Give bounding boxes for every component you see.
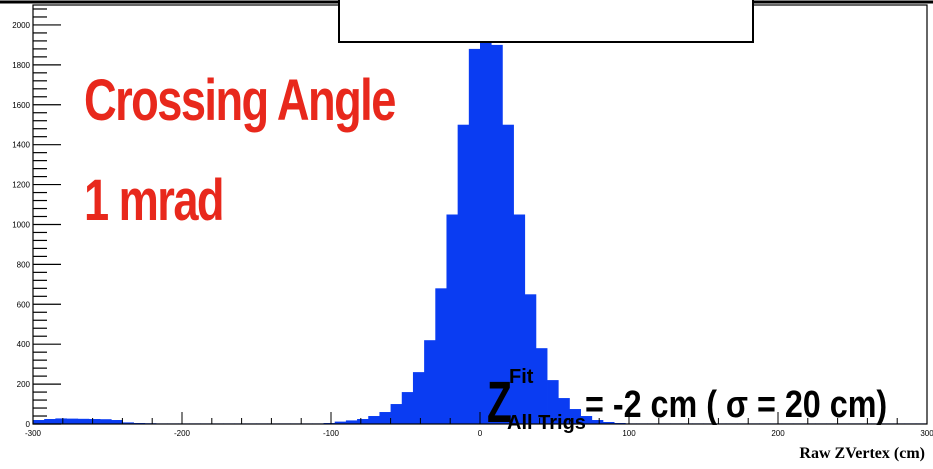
histogram-bar [401,392,414,424]
histogram-bar [111,420,123,424]
x-tick-label: 100 [622,429,636,438]
y-tick-label: 400 [17,340,31,349]
y-tick-label: 1600 [12,101,30,110]
histogram-bar [558,398,570,424]
zfit-base: Z [487,370,512,435]
zfit-subscript: All Trigs [507,412,586,434]
histogram-bar [55,418,67,424]
stats-box [338,0,754,43]
histogram-bar [424,340,436,424]
x-tick-label: -300 [25,429,42,438]
x-tick-label: -200 [174,429,191,438]
histogram-bar [591,420,604,424]
y-tick-label: 200 [17,380,31,389]
histogram-bar [513,214,526,424]
histogram-bar [390,404,403,424]
histogram-bar [412,372,425,424]
histogram-bar [379,412,391,424]
x-tick-label: 200 [771,429,785,438]
y-tick-label: 800 [17,260,31,269]
zfit-annotation: Z Fit All Trigs = -2 cm ( σ = 20 cm) [487,366,887,435]
histogram-bar [468,48,481,425]
mrad-label: 1 mrad [84,168,225,233]
y-tick-label: 1000 [12,220,30,229]
crossing-angle-label: Crossing Angle [84,68,396,133]
zfit-superscript: Fit [509,366,534,388]
y-tick-label: 1400 [12,141,30,150]
zfit-expression: = -2 cm ( σ = 20 cm) [585,384,888,426]
y-tick-label: 1800 [12,61,30,70]
histogram-bar [122,422,134,424]
histogram-bar [480,14,492,424]
y-tick-label: 2000 [12,21,30,30]
histogram-bar [334,421,347,424]
y-tick-label: 0 [26,420,31,429]
x-tick-label: 300 [920,429,933,438]
histogram-bar [524,294,537,424]
histogram-bar [502,124,514,424]
x-tick-label: -100 [323,429,340,438]
x-axis-label: Raw ZVertex (cm) [799,445,925,462]
histogram-bar [491,44,503,425]
x-tick-label: 0 [478,429,483,438]
histogram-bar [77,418,90,424]
y-tick-label: 600 [17,300,31,309]
histogram-bar [435,288,447,424]
histogram-bar [66,418,79,424]
histogram-bar [569,409,581,424]
y-tick-label: 1200 [12,181,30,190]
histogram-bar [602,422,615,424]
histogram-bar [100,419,112,424]
histogram-bar [446,214,459,424]
histogram-bar [547,380,559,424]
histogram-bar [357,419,369,424]
histogram-bar [345,420,358,424]
histogram-bar [88,419,101,424]
histogram-bar [44,419,56,424]
histogram-bar [33,420,45,424]
histogram-bar [580,416,593,424]
histogram-bar [457,124,470,424]
histogram-bar [535,348,548,424]
histogram-bar [368,416,380,424]
